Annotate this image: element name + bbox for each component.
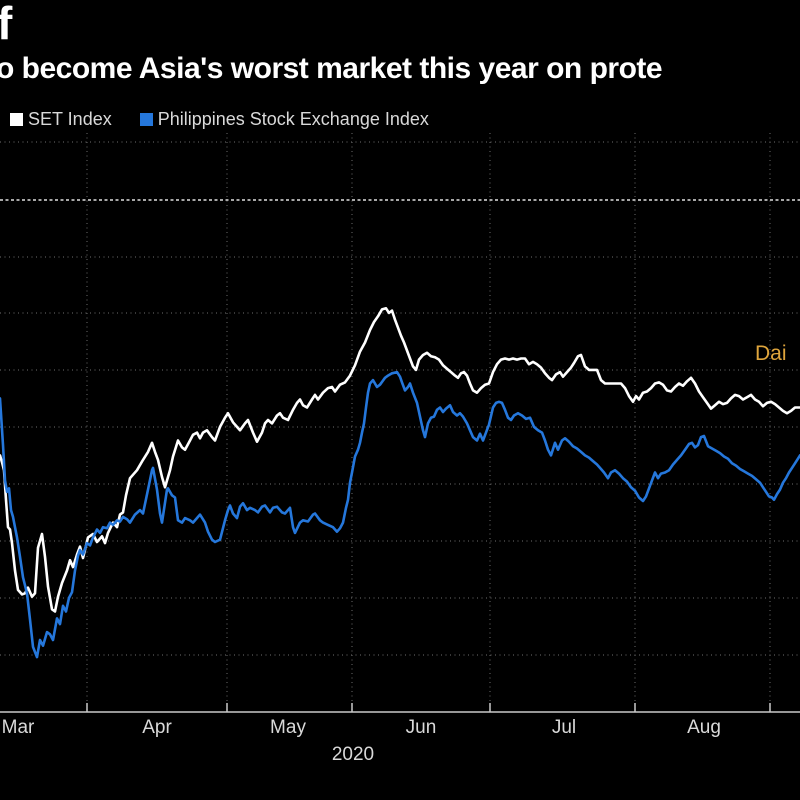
x-axis-label-jun: Jun	[405, 717, 437, 738]
series-line-psei	[0, 370, 800, 659]
x-axis-label-apr: Apr	[142, 717, 172, 738]
legend-item-set-index: SET Index	[10, 109, 112, 130]
headline-line1-partial: f	[0, 0, 13, 49]
legend-label-psei: Philippines Stock Exchange Index	[157, 109, 429, 129]
headline-line2: o become Asia's worst market this year o…	[0, 52, 663, 85]
x-axis-year-label: 2020	[331, 744, 375, 765]
series-line-set	[0, 306, 800, 613]
legend-swatch-icon-set	[10, 113, 23, 126]
legend-label-set: SET Index	[28, 109, 112, 129]
x-axis-label-may: May	[270, 717, 306, 738]
x-axis-label-jul: Jul	[551, 717, 577, 738]
annotation-daily-label: Dai	[755, 342, 787, 365]
legend-swatch-icon-psei	[139, 113, 153, 126]
legend-item-psei: Philippines Stock Exchange Index	[139, 109, 429, 130]
chart-legend: SET Index Philippines Stock Exchange Ind…	[10, 109, 429, 130]
x-axis-label-aug: Aug	[687, 717, 721, 738]
x-axis-label-mar: Mar	[1, 717, 35, 738]
